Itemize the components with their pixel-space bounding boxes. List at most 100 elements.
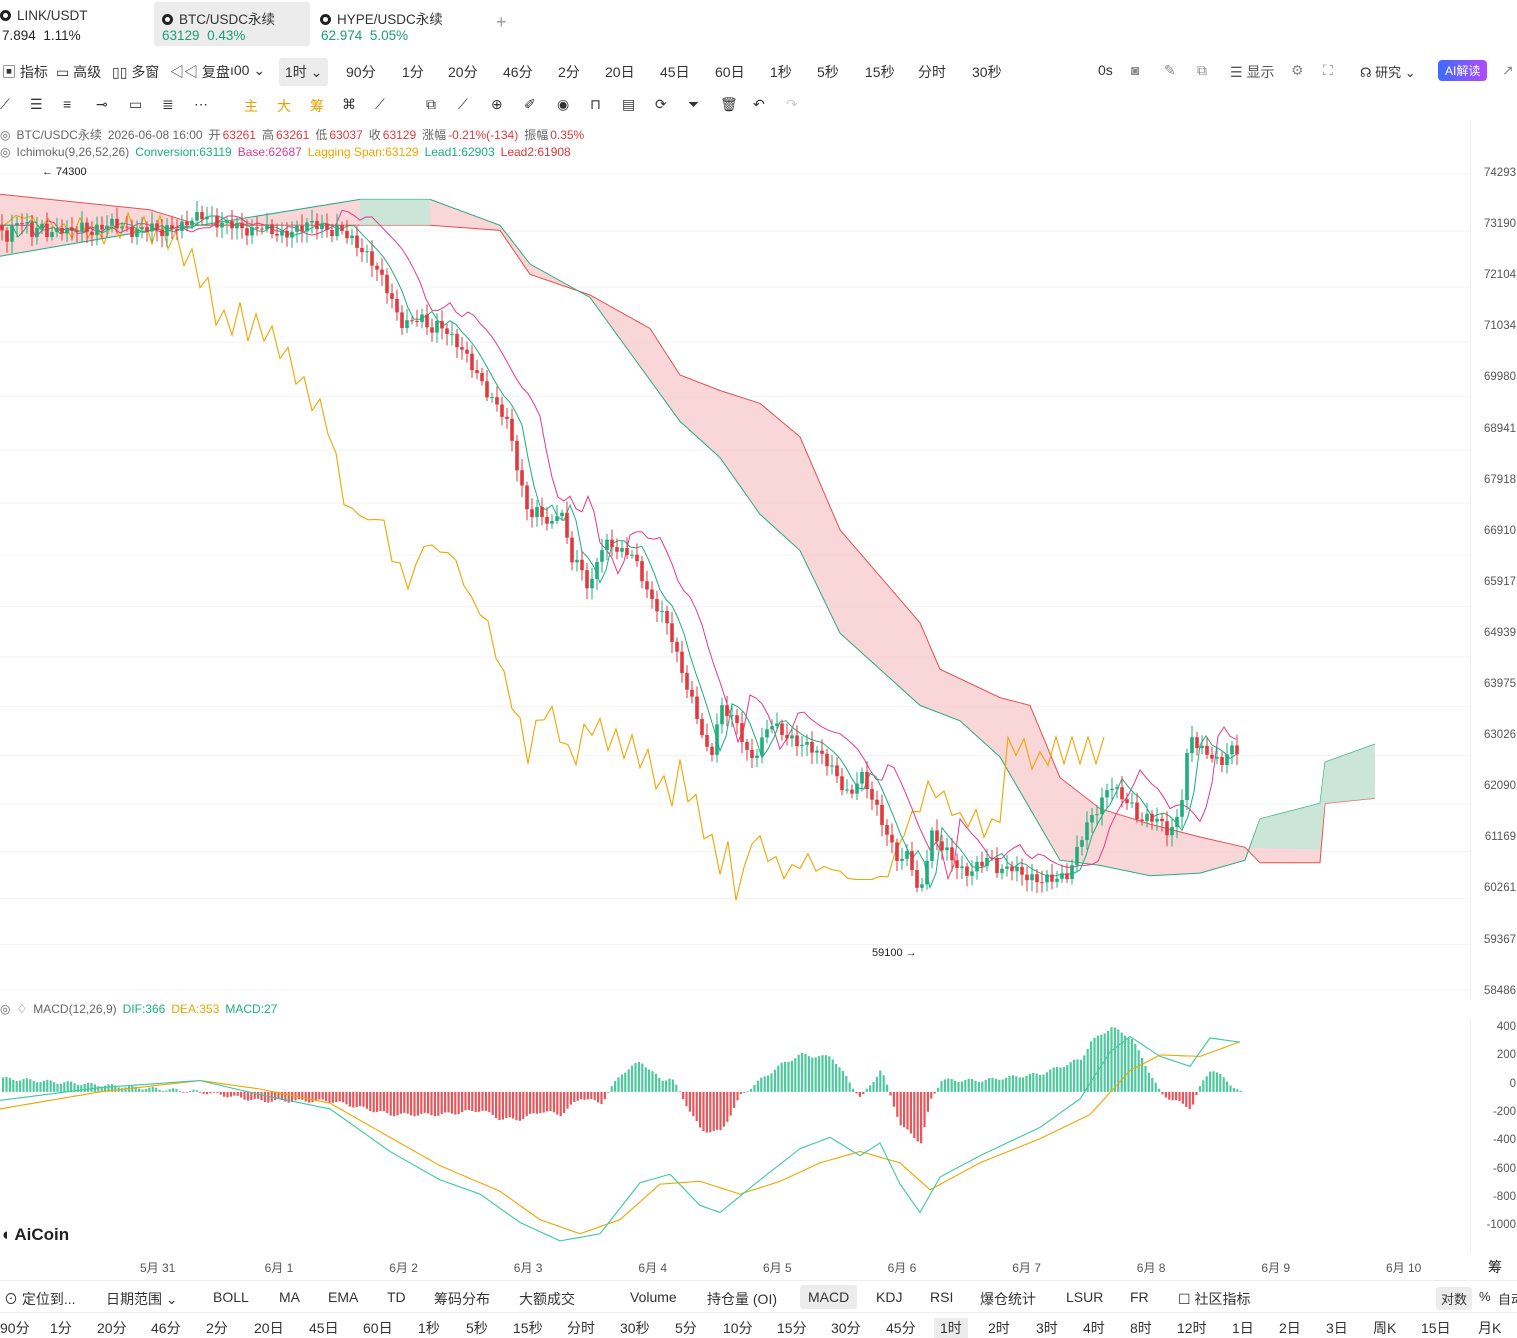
trash-icon[interactable]: 🗑 (720, 96, 738, 112)
indicators-button[interactable]: ▣ 指标 (2, 64, 48, 80)
bottom-interval[interactable]: 12时 (1177, 1320, 1207, 1336)
bottom-interval[interactable]: 46分 (151, 1320, 181, 1336)
big-trades-toggle[interactable]: 大 (277, 98, 291, 114)
bottom-interval[interactable]: 30秒 (620, 1320, 650, 1336)
price-chart[interactable] (0, 160, 1470, 1000)
bottom-interval[interactable]: 1日 (1232, 1320, 1254, 1336)
interval-90m[interactable]: 90分 (346, 64, 376, 80)
eye-icon[interactable]: ◎ (0, 128, 11, 142)
hray-tool-icon[interactable]: ⊸ (96, 96, 108, 112)
fib-tool-icon[interactable]: ≣ (162, 96, 174, 112)
interval-1m[interactable]: 1分 (402, 64, 424, 80)
interval-dropdown[interactable]: 1时 ⌄ (279, 58, 329, 86)
interval-1s[interactable]: 1秒 (770, 64, 792, 80)
advanced-button[interactable]: ▭ 高级 (56, 64, 102, 80)
bottom-interval[interactable]: 8时 (1130, 1320, 1152, 1336)
ind-macd[interactable]: MACD (800, 1285, 858, 1309)
ind-volume[interactable]: Volume (630, 1289, 677, 1305)
ind-ma[interactable]: MA (279, 1289, 300, 1305)
hlines-tool-icon[interactable]: ☰ (30, 96, 43, 112)
line-tool-icon[interactable]: ⟋ (0, 96, 10, 112)
channel-tool-icon[interactable]: ≡ (63, 96, 72, 112)
interval-5s[interactable]: 5秒 (817, 64, 839, 80)
bottom-interval[interactable]: 45日 (309, 1320, 339, 1336)
tab-btc-usdc-perp[interactable]: BTC/USDC永续 63129 0.43% (154, 2, 310, 46)
interval-30s[interactable]: 30秒 (972, 64, 1002, 80)
sync-icon[interactable]: ⟳ (655, 96, 667, 112)
undo-icon[interactable]: ↶ (753, 96, 765, 112)
bottom-interval[interactable]: 2时 (988, 1320, 1010, 1336)
bottom-interval[interactable]: 10分 (723, 1320, 753, 1336)
ind-fr[interactable]: FR (1130, 1289, 1149, 1305)
camera-icon[interactable]: ◙ (1131, 62, 1140, 78)
goto-button[interactable]: ⊙ 定位到... (4, 1291, 76, 1307)
measure-icon[interactable]: ⟋ (375, 96, 385, 112)
ind-kdj[interactable]: KDJ (876, 1289, 903, 1305)
bottom-interval[interactable]: 90分 (0, 1320, 30, 1336)
ind-liquidations[interactable]: 爆仓统计 (980, 1291, 1036, 1307)
tab-link-usdt[interactable]: LINK/USDT 7.894 1.11% (0, 8, 88, 43)
bottom-interval[interactable]: 周K (1373, 1320, 1397, 1336)
template-icon[interactable]: ▤ (622, 96, 636, 112)
bottom-interval[interactable]: 15分 (777, 1320, 807, 1336)
bottom-interval[interactable]: 60日 (363, 1320, 393, 1336)
rect-tool-icon[interactable]: ▭ (129, 96, 143, 112)
eye-icon[interactable]: ◉ (557, 96, 570, 112)
bottom-interval[interactable]: 5分 (675, 1320, 697, 1336)
ind-oi[interactable]: 持仓量 (OI) (707, 1291, 777, 1307)
bottom-interval[interactable]: 15日 (1421, 1320, 1451, 1336)
interval-60d[interactable]: 60日 (715, 64, 745, 80)
interval-2m[interactable]: 2分 (558, 64, 580, 80)
bottom-interval[interactable]: 1分 (50, 1320, 72, 1336)
ind-chip-dist[interactable]: 筹码分布 (434, 1291, 490, 1307)
macd-chart[interactable] (0, 1018, 1470, 1252)
ind-td[interactable]: TD (387, 1289, 406, 1305)
interval-20m[interactable]: 20分 (448, 64, 478, 80)
bottom-interval[interactable]: 2分 (206, 1320, 228, 1336)
fullscreen-icon[interactable]: ⛶ (1323, 62, 1333, 78)
community-indicators-button[interactable]: ☐ 社区指标 (1178, 1291, 1251, 1307)
zoom-icon[interactable]: ⊕ (491, 96, 503, 112)
add-tab-button[interactable]: + (496, 12, 507, 32)
lock-icon[interactable]: ⊓ (590, 96, 601, 112)
bottom-interval[interactable]: 分时 (567, 1320, 595, 1336)
ind-rsi[interactable]: RSI (930, 1289, 954, 1305)
bottom-interval[interactable]: 月K (1478, 1320, 1502, 1336)
magnet-icon[interactable]: ⌘ (342, 96, 356, 112)
auto-toggle[interactable]: 自动 (1498, 1292, 1517, 1307)
ai-button[interactable]: AI解读 (1438, 60, 1488, 81)
copy-icon[interactable]: ⧉ (426, 96, 436, 112)
ruler-icon[interactable]: ⟋ (458, 96, 468, 112)
display-button[interactable]: ☰ 显示 (1230, 64, 1275, 80)
bottom-interval[interactable]: 3日 (1326, 1320, 1348, 1336)
research-button[interactable]: ☊ 研究 ⌄ (1360, 65, 1416, 80)
bottom-interval[interactable]: 15秒 (513, 1320, 543, 1336)
chips-toggle[interactable]: 筹 (310, 98, 324, 114)
ind-lsur[interactable]: LSUR (1066, 1289, 1104, 1305)
multi-window-button[interactable]: ▯▯ 多窗 (112, 64, 160, 80)
interval-20d[interactable]: 20日 (605, 64, 635, 80)
ind-large-trades[interactable]: 大额成交 (519, 1291, 575, 1307)
bottom-interval[interactable]: 20日 (254, 1320, 284, 1336)
external-link-icon[interactable]: ↗ (1502, 62, 1514, 78)
pencil-icon[interactable]: ✎ (1164, 62, 1176, 78)
ind-ema[interactable]: EMA (328, 1289, 359, 1305)
redo-icon[interactable]: ↷ (786, 96, 798, 112)
settings-icon[interactable]: ⚙ (1291, 62, 1304, 78)
bottom-interval[interactable]: 1时 (934, 1318, 968, 1338)
date-range-button[interactable]: 日期范围 ⌄ (106, 1291, 178, 1307)
more-tools-icon[interactable]: ⋯ (194, 96, 208, 112)
log-scale-toggle[interactable]: 对数 (1436, 1287, 1473, 1310)
tab-hype-usdc-perp[interactable]: HYPE/USDC永续 62.974 5.05% (320, 12, 443, 43)
bell-icon[interactable]: ♢ (16, 1002, 28, 1016)
percent-toggle[interactable]: % (1479, 1289, 1491, 1304)
chart-type-dropdown[interactable]: ı00 ⌄ (230, 62, 266, 78)
share-icon[interactable]: ⧉ (1197, 62, 1207, 78)
bottom-interval[interactable]: 20分 (97, 1320, 127, 1336)
interval-45d[interactable]: 45日 (660, 64, 690, 80)
bottom-interval[interactable]: 4时 (1083, 1320, 1105, 1336)
ind-boll[interactable]: BOLL (213, 1289, 249, 1305)
interval-15s[interactable]: 15秒 (865, 64, 895, 80)
interval-46m[interactable]: 46分 (503, 64, 533, 80)
interval-timeshare[interactable]: 分时 (918, 64, 946, 80)
